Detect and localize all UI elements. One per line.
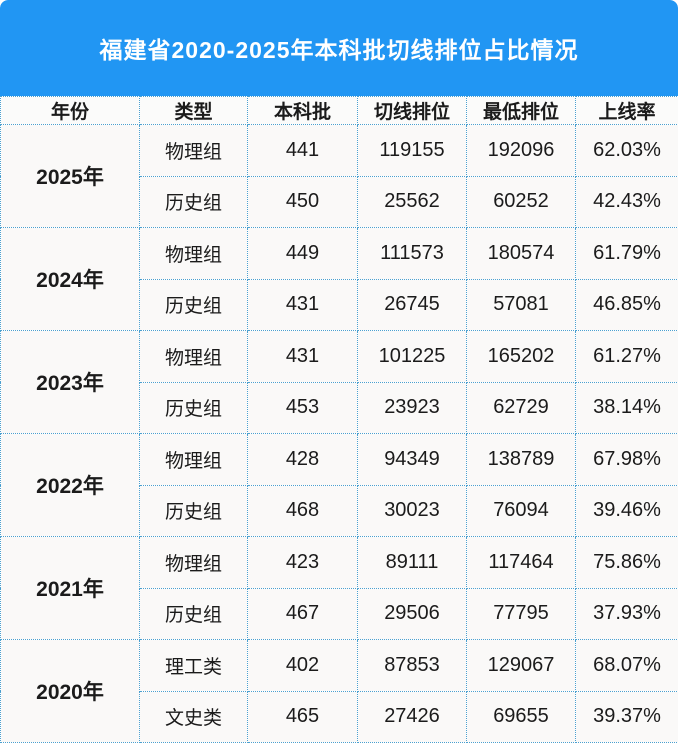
rate-cell: 62.03% [575, 124, 678, 177]
cut-rank-cell: 27426 [357, 690, 467, 743]
table-row: 2025年 物理组 441 119155 192096 62.03% [0, 124, 678, 228]
cut-rank-cell: 87853 [357, 639, 467, 692]
cut-rank-cell: 94349 [357, 433, 467, 486]
table-row: 历史组 453 23923 62729 38.14% [1, 381, 678, 434]
benkepi-cell: 423 [247, 536, 358, 589]
min-rank-cell: 180574 [466, 227, 576, 280]
benkepi-cell: 449 [247, 227, 358, 280]
table-row: 2022年 物理组 428 94349 138789 67.98% [0, 433, 678, 537]
min-rank-cell: 192096 [466, 124, 576, 177]
col-header-benkepi: 本科批 [247, 96, 358, 125]
rate-cell: 39.46% [575, 484, 678, 537]
type-cell: 文史类 [139, 690, 248, 743]
min-rank-cell: 129067 [466, 639, 576, 692]
rate-cell: 42.43% [575, 175, 678, 228]
min-rank-cell: 69655 [466, 690, 576, 743]
min-rank-cell: 57081 [466, 278, 576, 331]
min-rank-cell: 60252 [466, 175, 576, 228]
table-row: 历史组 468 30023 76094 39.46% [1, 484, 678, 537]
cut-rank-cell: 30023 [357, 484, 467, 537]
cut-rank-cell: 111573 [357, 227, 467, 280]
table-row: 2023年 物理组 431 101225 165202 61.27% [0, 330, 678, 434]
table-row: 2024年 物理组 449 111573 180574 61.79% [0, 227, 678, 331]
type-cell: 物理组 [139, 330, 248, 383]
type-cell: 物理组 [139, 227, 248, 280]
benkepi-cell: 441 [247, 124, 358, 177]
rate-cell: 37.93% [575, 587, 678, 640]
benkepi-cell: 453 [247, 381, 358, 434]
col-header-rate: 上线率 [575, 96, 678, 125]
type-cell: 物理组 [139, 433, 248, 486]
min-rank-cell: 76094 [466, 484, 576, 537]
cut-rank-cell: 25562 [357, 175, 467, 228]
title-bar: 福建省2020-2025年本科批切线排位占比情况 [0, 0, 678, 96]
benkepi-cell: 450 [247, 175, 358, 228]
col-header-cut-rank: 切线排位 [357, 96, 467, 125]
year-cell: 2023年 [0, 330, 140, 434]
year-cell: 2025年 [0, 124, 140, 228]
table-row: 2021年 物理组 423 89111 117464 75.86% [0, 536, 678, 640]
benkepi-cell: 468 [247, 484, 358, 537]
type-cell: 历史组 [139, 278, 248, 331]
cut-rank-cell: 89111 [357, 536, 467, 589]
rate-cell: 75.86% [575, 536, 678, 589]
year-cell: 2024年 [0, 227, 140, 331]
col-header-year: 年份 [0, 96, 140, 125]
table-row: 历史组 467 29506 77795 37.93% [1, 587, 678, 640]
type-cell: 历史组 [139, 175, 248, 228]
table-row: 文史类 465 27426 69655 39.37% [1, 690, 678, 743]
benkepi-cell: 467 [247, 587, 358, 640]
page-title: 福建省2020-2025年本科批切线排位占比情况 [99, 37, 579, 63]
cut-rank-cell: 23923 [357, 381, 467, 434]
header-row: 年份 类型 本科批 切线排位 最低排位 上线率 [0, 96, 678, 125]
min-rank-cell: 117464 [466, 536, 576, 589]
type-cell: 历史组 [139, 381, 248, 434]
cut-rank-cell: 101225 [357, 330, 467, 383]
col-header-min-rank: 最低排位 [466, 96, 576, 125]
min-rank-cell: 77795 [466, 587, 576, 640]
table-row: 历史组 431 26745 57081 46.85% [1, 278, 678, 331]
type-cell: 理工类 [139, 639, 248, 692]
table-row: 2020年 理工类 402 87853 129067 68.07% [0, 639, 678, 743]
benkepi-cell: 431 [247, 278, 358, 331]
cut-rank-cell: 26745 [357, 278, 467, 331]
col-header-type: 类型 [139, 96, 248, 125]
min-rank-cell: 165202 [466, 330, 576, 383]
rate-cell: 61.27% [575, 330, 678, 383]
benkepi-cell: 402 [247, 639, 358, 692]
rate-cell: 67.98% [575, 433, 678, 486]
data-table: 年份 类型 本科批 切线排位 最低排位 上线率 2025年 物理组 441 11… [0, 96, 678, 743]
cut-rank-cell: 29506 [357, 587, 467, 640]
rate-cell: 46.85% [575, 278, 678, 331]
type-cell: 物理组 [139, 124, 248, 177]
rate-cell: 61.79% [575, 227, 678, 280]
type-cell: 物理组 [139, 536, 248, 589]
rate-cell: 68.07% [575, 639, 678, 692]
table-row: 历史组 450 25562 60252 42.43% [1, 175, 678, 228]
rate-cell: 38.14% [575, 381, 678, 434]
year-cell: 2021年 [0, 536, 140, 640]
type-cell: 历史组 [139, 484, 248, 537]
cut-rank-cell: 119155 [357, 124, 467, 177]
min-rank-cell: 138789 [466, 433, 576, 486]
benkepi-cell: 428 [247, 433, 358, 486]
benkepi-cell: 431 [247, 330, 358, 383]
benkepi-cell: 465 [247, 690, 358, 743]
rate-cell: 39.37% [575, 690, 678, 743]
year-cell: 2020年 [0, 639, 140, 743]
min-rank-cell: 62729 [466, 381, 576, 434]
type-cell: 历史组 [139, 587, 248, 640]
year-cell: 2022年 [0, 433, 140, 537]
